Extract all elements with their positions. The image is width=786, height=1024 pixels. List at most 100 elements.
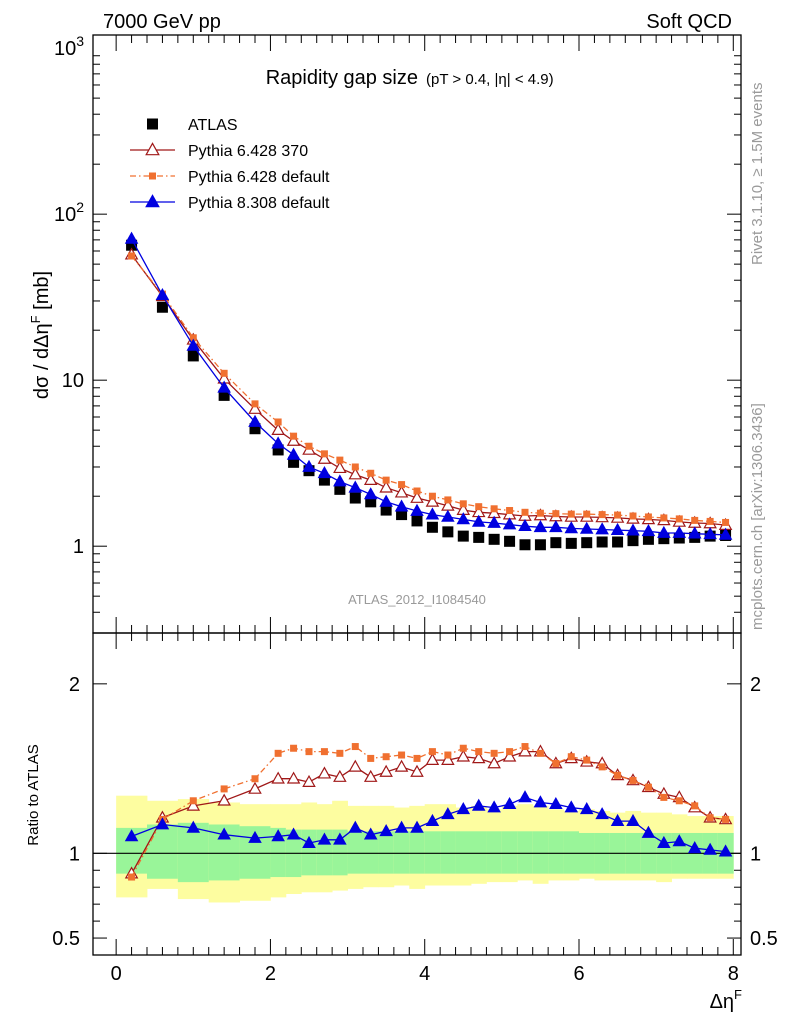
main-point-pythia-6-428-370 <box>317 451 332 464</box>
ratio-uncertainty-band-inner <box>455 831 472 874</box>
main-point-pythia-8-308-default <box>502 517 517 530</box>
main-point-pythia-6-428-default <box>459 500 467 508</box>
main-point-pythia-8-308-default <box>186 338 201 351</box>
main-point-pythia-6-428-default <box>629 512 637 520</box>
source-label: mcplots.cern.ch [arXiv:1306.3436] <box>749 403 766 630</box>
main-point-pythia-8-308-default <box>302 459 316 472</box>
analysis-watermark: ATLAS_2012_I1084540 <box>348 592 486 607</box>
main-point-pythia-8-308-default <box>441 509 455 522</box>
main-point-pythia-8-308-default <box>348 480 363 493</box>
main-point-pythia-6-428-default <box>382 476 390 484</box>
ratio-point-pythia-6-428-default <box>552 759 560 767</box>
main-point-pythia-6-428-default <box>290 432 298 440</box>
ratio-uncertainty-band-inner <box>532 831 549 874</box>
process-label: Soft QCD <box>646 11 732 33</box>
main-point-atlas <box>581 537 593 549</box>
ratio-point-pythia-6-428-default <box>583 756 591 764</box>
main-point-pythia-6-428-default <box>706 517 714 525</box>
ratio-point-pythia-6-428-370 <box>456 749 471 762</box>
ratio-point-pythia-6-428-default <box>598 763 606 771</box>
main-point-pythia-8-308-default <box>155 287 170 301</box>
main-point-pythia-6-428-370 <box>333 460 347 474</box>
main-point-pythia-8-308-default <box>579 521 594 534</box>
main-point-atlas <box>365 496 377 508</box>
ratio-point-pythia-6-428-default <box>490 749 498 757</box>
main-series-atlas <box>126 239 732 551</box>
ratio-point-pythia-6-428-370 <box>471 751 486 764</box>
ratio-point-pythia-8-308-default <box>379 824 393 837</box>
ratio-y-tick-label-right: 2 <box>750 674 761 696</box>
main-point-pythia-6-428-default <box>305 442 313 450</box>
main-point-pythia-6-428-370 <box>286 433 301 446</box>
main-point-pythia-8-308-default <box>317 466 332 479</box>
ratio-point-pythia-6-428-default <box>351 743 359 751</box>
main-point-atlas <box>504 535 516 547</box>
ratio-point-pythia-8-308-default <box>703 842 717 855</box>
ratio-point-pythia-8-308-default <box>271 829 285 842</box>
main-point-pythia-6-428-default <box>444 496 452 504</box>
ratio-panel-frame <box>92 632 742 956</box>
ratio-point-pythia-8-308-default <box>155 817 170 830</box>
main-panel: 1 10 102 103 Rapidity gap size (pT > 0.4, |… <box>28 33 742 634</box>
ratio-point-pythia-6-428-default <box>706 814 714 822</box>
main-point-atlas <box>187 350 199 362</box>
main-point-pythia-8-308-default <box>333 474 347 487</box>
ratio-point-pythia-8-308-default <box>217 827 231 840</box>
ratio-y-tick-label-right: 0.5 <box>750 928 778 950</box>
main-point-atlas <box>612 536 624 548</box>
main-point-pythia-8-308-default <box>641 524 656 537</box>
main-point-pythia-6-428-default <box>367 469 375 477</box>
x-tick-label: 6 <box>573 963 584 985</box>
ratio-y-axis-label: Ratio to ATLAS <box>25 744 42 845</box>
main-point-pythia-6-428-default <box>521 508 529 516</box>
ratio-point-pythia-6-428-default <box>382 753 390 761</box>
ratio-uncertainty-band-inner <box>440 831 456 874</box>
main-point-pythia-6-428-default <box>220 369 228 377</box>
ratio-y-tick-label: 1 <box>69 843 80 865</box>
main-point-pythia-6-428-default <box>644 513 652 521</box>
main-point-pythia-8-308-default <box>363 487 378 500</box>
main-point-pythia-6-428-default <box>475 503 483 511</box>
ratio-point-pythia-8-308-default <box>394 820 409 833</box>
rivet-version-label: Rivet 3.1.10, ≥ 1.5M events <box>749 83 766 266</box>
main-point-pythia-8-308-default <box>533 520 548 533</box>
ratio-point-pythia-6-428-370 <box>271 771 285 784</box>
ratio-point-pythia-6-428-default <box>398 751 406 759</box>
ratio-uncertainty-band-inner <box>409 831 426 874</box>
main-point-atlas <box>156 301 168 313</box>
ratio-point-pythia-8-308-default <box>564 800 579 813</box>
main-point-pythia-6-428-default <box>614 511 622 519</box>
main-point-pythia-6-428-default <box>583 510 591 518</box>
main-point-atlas <box>396 509 408 521</box>
ratio-point-pythia-6-428-default <box>290 744 298 752</box>
main-point-pythia-6-428-default <box>251 400 259 408</box>
main-point-atlas <box>473 531 485 543</box>
ratio-point-pythia-6-428-default <box>128 873 136 881</box>
legend-marker-pythia-6-428-default <box>149 172 156 180</box>
main-point-pythia-8-308-default <box>124 231 139 244</box>
ratio-point-pythia-6-428-default <box>428 748 436 756</box>
main-point-pythia-6-428-370 <box>348 467 363 480</box>
ratio-point-pythia-6-428-370 <box>248 781 262 794</box>
ratio-point-pythia-6-428-370 <box>286 771 301 784</box>
ratio-point-pythia-6-428-default <box>305 748 313 756</box>
main-point-pythia-6-428-default <box>675 515 683 523</box>
collision-label: 7000 GeV pp <box>103 11 221 33</box>
ratio-point-pythia-6-428-370 <box>333 769 347 782</box>
ratio-point-pythia-8-308-default <box>410 820 424 833</box>
ratio-point-pythia-8-308-default <box>610 813 625 826</box>
ratio-point-pythia-8-308-default <box>657 835 671 848</box>
main-point-pythia-6-428-default <box>506 507 514 515</box>
main-point-pythia-8-308-default <box>672 525 687 538</box>
main-point-atlas <box>380 504 392 516</box>
main-point-atlas <box>426 521 438 533</box>
ratio-uncertainty-band-inner <box>363 831 379 874</box>
ratio-point-pythia-6-428-default <box>251 775 259 783</box>
ratio-point-pythia-6-428-370 <box>487 756 501 769</box>
ratio-point-pythia-6-428-default <box>629 776 637 784</box>
ratio-panel: 0.5 0.51 12 20 2 4 6 8 Ratio to ATLAS ΔηF <box>25 632 778 1013</box>
main-point-atlas <box>596 536 608 548</box>
main-point-pythia-8-308-default <box>564 521 579 534</box>
main-point-pythia-6-428-default <box>598 511 606 519</box>
